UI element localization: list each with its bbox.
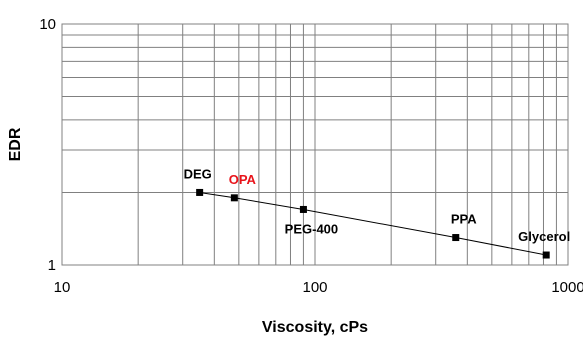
data-point-marker — [230, 194, 238, 202]
series-line — [199, 192, 547, 256]
grid-lines — [62, 24, 568, 265]
y-tick-label: 10 — [39, 16, 56, 33]
data-point-label: OPA — [229, 172, 257, 187]
plot-area-frame — [61, 23, 569, 266]
data-point-marker — [542, 251, 550, 259]
x-tick-label: 1000 — [551, 279, 583, 296]
x-tick-labels: 10 100 1000 — [54, 279, 583, 296]
data-points: DEG OPA PEG-400 PPA Glycerol — [184, 166, 570, 259]
data-point-marker — [196, 188, 204, 196]
x-tick-label: 10 — [54, 279, 71, 296]
x-tick-label: 100 — [302, 279, 327, 296]
data-point-marker — [452, 234, 460, 242]
data-point-label: PEG-400 — [285, 221, 338, 236]
data-point-label: PPA — [451, 212, 477, 227]
x-axis-title: Viscosity, cPs — [262, 319, 368, 336]
data-point-marker — [299, 205, 307, 213]
y-tick-labels: 1 10 — [39, 16, 56, 274]
y-axis-title: EDR — [7, 127, 24, 161]
data-point-label: DEG — [184, 166, 212, 181]
y-tick-label: 1 — [48, 257, 56, 274]
data-point-label: Glycerol — [518, 229, 570, 244]
